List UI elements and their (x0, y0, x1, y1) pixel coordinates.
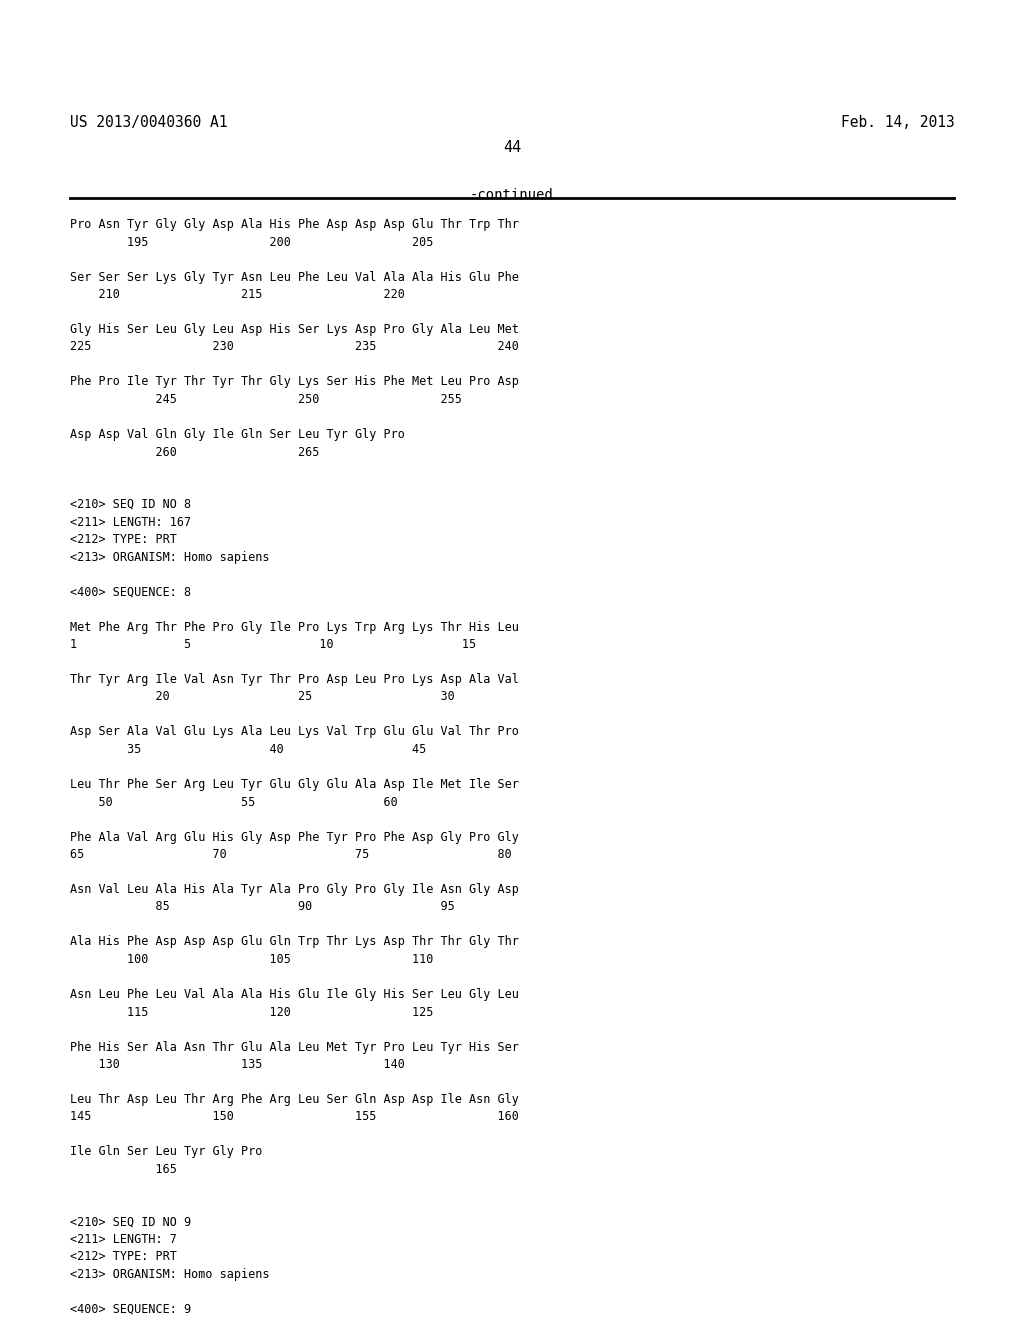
Text: -continued: -continued (470, 187, 554, 202)
Text: 145                 150                 155                 160: 145 150 155 160 (70, 1110, 518, 1123)
Text: 210                 215                 220: 210 215 220 (70, 288, 404, 301)
Text: Pro Asn Tyr Gly Gly Asp Ala His Phe Asp Asp Asp Glu Thr Trp Thr: Pro Asn Tyr Gly Gly Asp Ala His Phe Asp … (70, 218, 518, 231)
Text: Thr Tyr Arg Ile Val Asn Tyr Thr Pro Asp Leu Pro Lys Asp Ala Val: Thr Tyr Arg Ile Val Asn Tyr Thr Pro Asp … (70, 673, 518, 686)
Text: 225                 230                 235                 240: 225 230 235 240 (70, 341, 518, 354)
Text: <212> TYPE: PRT: <212> TYPE: PRT (70, 533, 176, 546)
Text: Ala His Phe Asp Asp Asp Glu Gln Trp Thr Lys Asp Thr Thr Gly Thr: Ala His Phe Asp Asp Asp Glu Gln Trp Thr … (70, 936, 518, 949)
Text: 245                 250                 255: 245 250 255 (70, 393, 462, 407)
Text: <213> ORGANISM: Homo sapiens: <213> ORGANISM: Homo sapiens (70, 550, 269, 564)
Text: Gly His Ser Leu Gly Leu Asp His Ser Lys Asp Pro Gly Ala Leu Met: Gly His Ser Leu Gly Leu Asp His Ser Lys … (70, 323, 518, 337)
Text: Met Phe Arg Thr Phe Pro Gly Ile Pro Lys Trp Arg Lys Thr His Leu: Met Phe Arg Thr Phe Pro Gly Ile Pro Lys … (70, 620, 518, 634)
Text: Phe Ala Val Arg Glu His Gly Asp Phe Tyr Pro Phe Asp Gly Pro Gly: Phe Ala Val Arg Glu His Gly Asp Phe Tyr … (70, 830, 518, 843)
Text: 35                  40                  45: 35 40 45 (70, 743, 426, 756)
Text: 195                 200                 205: 195 200 205 (70, 235, 433, 248)
Text: 130                 135                 140: 130 135 140 (70, 1059, 404, 1071)
Text: <211> LENGTH: 167: <211> LENGTH: 167 (70, 516, 190, 528)
Text: 65                  70                  75                  80: 65 70 75 80 (70, 847, 511, 861)
Text: Ser Ser Ser Lys Gly Tyr Asn Leu Phe Leu Val Ala Ala His Glu Phe: Ser Ser Ser Lys Gly Tyr Asn Leu Phe Leu … (70, 271, 518, 284)
Text: 115                 120                 125: 115 120 125 (70, 1006, 433, 1019)
Text: Phe Pro Ile Tyr Thr Tyr Thr Gly Lys Ser His Phe Met Leu Pro Asp: Phe Pro Ile Tyr Thr Tyr Thr Gly Lys Ser … (70, 375, 518, 388)
Text: Asn Val Leu Ala His Ala Tyr Ala Pro Gly Pro Gly Ile Asn Gly Asp: Asn Val Leu Ala His Ala Tyr Ala Pro Gly … (70, 883, 518, 896)
Text: <213> ORGANISM: Homo sapiens: <213> ORGANISM: Homo sapiens (70, 1269, 269, 1280)
Text: <212> TYPE: PRT: <212> TYPE: PRT (70, 1250, 176, 1263)
Text: Phe His Ser Ala Asn Thr Glu Ala Leu Met Tyr Pro Leu Tyr His Ser: Phe His Ser Ala Asn Thr Glu Ala Leu Met … (70, 1040, 518, 1053)
Text: <210> SEQ ID NO 8: <210> SEQ ID NO 8 (70, 498, 190, 511)
Text: Ile Gln Ser Leu Tyr Gly Pro: Ile Gln Ser Leu Tyr Gly Pro (70, 1146, 262, 1159)
Text: 85                  90                  95: 85 90 95 (70, 900, 455, 913)
Text: Leu Thr Phe Ser Arg Leu Tyr Glu Gly Glu Ala Asp Ile Met Ile Ser: Leu Thr Phe Ser Arg Leu Tyr Glu Gly Glu … (70, 777, 518, 791)
Text: <211> LENGTH: 7: <211> LENGTH: 7 (70, 1233, 176, 1246)
Text: US 2013/0040360 A1: US 2013/0040360 A1 (70, 115, 227, 129)
Text: Leu Thr Asp Leu Thr Arg Phe Arg Leu Ser Gln Asp Asp Ile Asn Gly: Leu Thr Asp Leu Thr Arg Phe Arg Leu Ser … (70, 1093, 518, 1106)
Text: 100                 105                 110: 100 105 110 (70, 953, 433, 966)
Text: 165: 165 (70, 1163, 176, 1176)
Text: 50                  55                  60: 50 55 60 (70, 796, 397, 808)
Text: Asp Ser Ala Val Glu Lys Ala Leu Lys Val Trp Glu Glu Val Thr Pro: Asp Ser Ala Val Glu Lys Ala Leu Lys Val … (70, 726, 518, 738)
Text: Asp Asp Val Gln Gly Ile Gln Ser Leu Tyr Gly Pro: Asp Asp Val Gln Gly Ile Gln Ser Leu Tyr … (70, 428, 404, 441)
Text: 44: 44 (503, 140, 521, 154)
Text: Asn Leu Phe Leu Val Ala Ala His Glu Ile Gly His Ser Leu Gly Leu: Asn Leu Phe Leu Val Ala Ala His Glu Ile … (70, 987, 518, 1001)
Text: <400> SEQUENCE: 8: <400> SEQUENCE: 8 (70, 586, 190, 598)
Text: 1               5                  10                  15: 1 5 10 15 (70, 638, 476, 651)
Text: Feb. 14, 2013: Feb. 14, 2013 (841, 115, 954, 129)
Text: <210> SEQ ID NO 9: <210> SEQ ID NO 9 (70, 1216, 190, 1229)
Text: <400> SEQUENCE: 9: <400> SEQUENCE: 9 (70, 1303, 190, 1316)
Text: 260                 265: 260 265 (70, 446, 319, 458)
Text: 20                  25                  30: 20 25 30 (70, 690, 455, 704)
